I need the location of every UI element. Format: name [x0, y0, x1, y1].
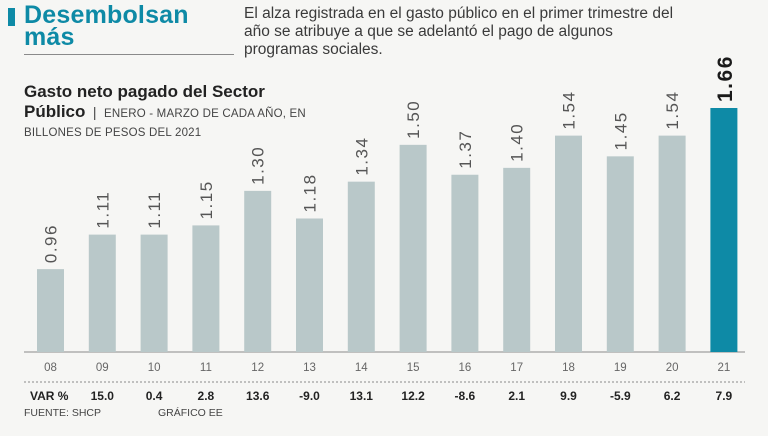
tick-label-15: 15: [407, 362, 420, 374]
value-label-08: 0.96: [42, 224, 61, 263]
bar-16: [451, 174, 479, 352]
value-label-21: 1.66: [714, 55, 737, 102]
tick-label-08: 08: [44, 362, 57, 374]
var-value-11: 2.8: [198, 389, 215, 403]
var-value-18: 9.9: [560, 389, 577, 403]
bar-18: [555, 135, 582, 352]
var-value-17: 2.1: [508, 389, 525, 403]
value-label-13: 1.18: [301, 173, 320, 212]
deck-text: El alza registrada en el gasto público e…: [244, 5, 674, 58]
source-note: FUENTE: SHCP: [24, 407, 102, 419]
var-value-16: -8.6: [455, 389, 476, 403]
var-value-20: 6.2: [664, 389, 681, 403]
bar-10: [140, 234, 168, 352]
bar-09: [88, 234, 116, 352]
graphic-credit: GRÁFICO EE: [158, 407, 223, 419]
value-label-17: 1.40: [508, 123, 527, 162]
tick-label-09: 09: [96, 362, 109, 374]
value-label-14: 1.34: [352, 137, 371, 176]
tick-label-17: 17: [510, 362, 523, 374]
tick-label-19: 19: [614, 362, 627, 374]
tick-label-20: 20: [666, 362, 679, 374]
value-label-12: 1.30: [249, 146, 268, 185]
tick-label-10: 10: [148, 362, 161, 374]
value-label-11: 1.15: [197, 180, 216, 219]
value-labels-group: 0.96 1.11 1.11 1.15 1.30 1.18 1.34 1.50 1.37 1.40…: [42, 55, 737, 263]
chart-subtitle: Gasto neto pagado del Sector Público | E…: [24, 82, 324, 142]
tick-label-11: 11: [200, 362, 212, 374]
tick-label-13: 13: [303, 362, 316, 374]
value-label-09: 1.11: [93, 191, 112, 229]
bar-15: [399, 144, 427, 352]
bar-12: [244, 190, 272, 352]
bar-14: [347, 181, 375, 352]
value-label-20: 1.54: [663, 91, 682, 130]
var-value-14: 13.1: [350, 389, 374, 403]
bar-11: [192, 225, 220, 352]
chart-title: Gasto neto pagado del Sector Público: [24, 82, 265, 121]
var-value-19: -5.9: [610, 389, 631, 403]
bar-20: [658, 135, 686, 352]
var-row-group: 15.0 0.4 2.8 13.6 -9.0 13.1 12.2 -8.6 2.1 9.9 -5.9…: [30, 389, 733, 403]
headline: Desembolsan más: [24, 1, 189, 51]
tick-label-14: 14: [355, 362, 368, 374]
bar-08: [37, 269, 64, 352]
value-label-19: 1.45: [611, 111, 630, 150]
var-value-21: 7.9: [716, 389, 733, 403]
var-value-13: -9.0: [299, 389, 320, 403]
bar-19: [606, 156, 634, 352]
subtitle-separator: |: [92, 104, 97, 120]
bar-21: [710, 108, 738, 352]
tick-label-18: 18: [562, 362, 575, 374]
value-label-10: 1.11: [145, 191, 164, 229]
tick-labels-group: 08 09 10 11 12 13 14 15 16 17 18 19 20 21: [44, 362, 730, 374]
var-value-12: 13.6: [246, 389, 270, 403]
bar-17: [503, 167, 531, 352]
tick-label-12: 12: [251, 362, 264, 374]
var-row-label: VAR %: [30, 389, 69, 403]
bar-13: [296, 218, 323, 352]
chart-units-note: ENERO - MARZO DE CADA AÑO, EN BILLONES D…: [24, 108, 306, 139]
bars-group: [37, 108, 738, 352]
var-value-15: 12.2: [401, 389, 425, 403]
tick-label-16: 16: [459, 362, 472, 374]
var-value-09: 15.0: [91, 389, 115, 403]
value-label-15: 1.50: [404, 100, 423, 139]
tick-label-21: 21: [718, 362, 731, 374]
value-label-16: 1.37: [456, 130, 475, 169]
var-value-10: 0.4: [146, 389, 163, 403]
headline-accent-bar: [8, 8, 15, 26]
value-label-18: 1.54: [560, 91, 579, 130]
headline-divider: [24, 54, 234, 55]
